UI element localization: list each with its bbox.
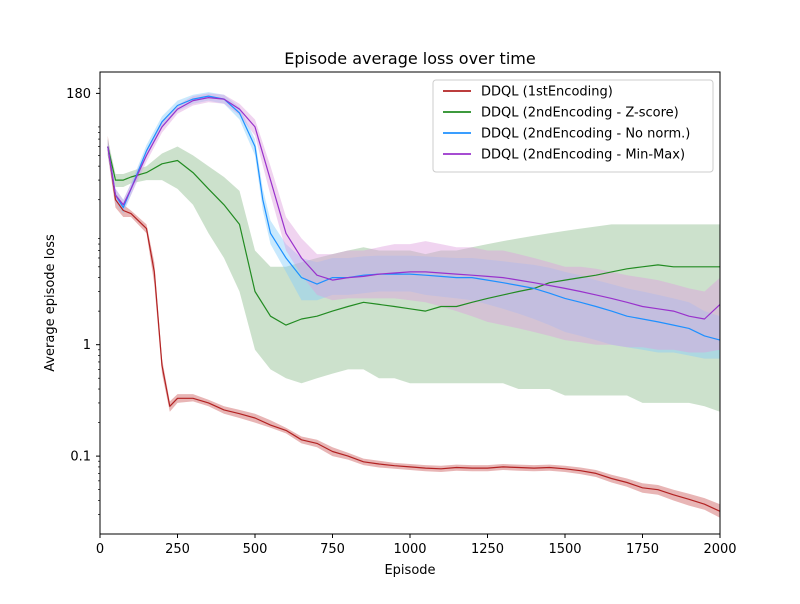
x-tick-label: 250 (165, 542, 190, 557)
legend-box (432, 79, 714, 173)
confidence-bands (107, 92, 721, 518)
y-tick-label: 1 (83, 338, 91, 353)
series-band-1 (107, 139, 721, 412)
x-tick-label: 750 (320, 542, 345, 557)
x-axis: 0 250 500 750 1000 1250 1500 1750 2000 (96, 534, 737, 557)
series-line-1 (107, 146, 720, 326)
x-tick-label: 1000 (393, 542, 426, 557)
x-tick-label: 2000 (703, 542, 736, 557)
series-lines (107, 95, 721, 512)
legend-label-2: DDQL (2ndEncoding - No norm.) (481, 127, 690, 142)
x-tick-label: 0 (96, 542, 104, 557)
x-tick-label: 1500 (548, 542, 581, 557)
x-tick-label: 500 (243, 542, 268, 557)
x-tick-label: 1750 (626, 542, 659, 557)
chart-title: Episode average loss over time (284, 49, 535, 68)
x-tick-label: 1250 (471, 542, 504, 557)
legend-label-0: DDQL (1stEncoding) (481, 85, 613, 100)
y-axis: 0.1 1 180 (66, 87, 100, 515)
series-line-2 (107, 95, 721, 341)
series-line-0 (107, 146, 721, 512)
series-line-3 (107, 96, 721, 320)
x-axis-label: Episode (384, 563, 435, 578)
y-tick-label: 0.1 (70, 450, 91, 465)
y-axis-label: Average episode loss (43, 234, 58, 372)
legend-label-1: DDQL (2ndEncoding - Z-score) (481, 106, 679, 121)
series-band-2 (107, 92, 721, 359)
legend-label-3: DDQL (2ndEncoding - Min-Max) (481, 148, 685, 163)
legend: DDQL (1stEncoding) DDQL (2ndEncoding - Z-… (432, 79, 714, 173)
series-band-3 (107, 93, 721, 353)
series-band-0 (107, 135, 721, 518)
y-tick-label: 180 (66, 87, 91, 102)
